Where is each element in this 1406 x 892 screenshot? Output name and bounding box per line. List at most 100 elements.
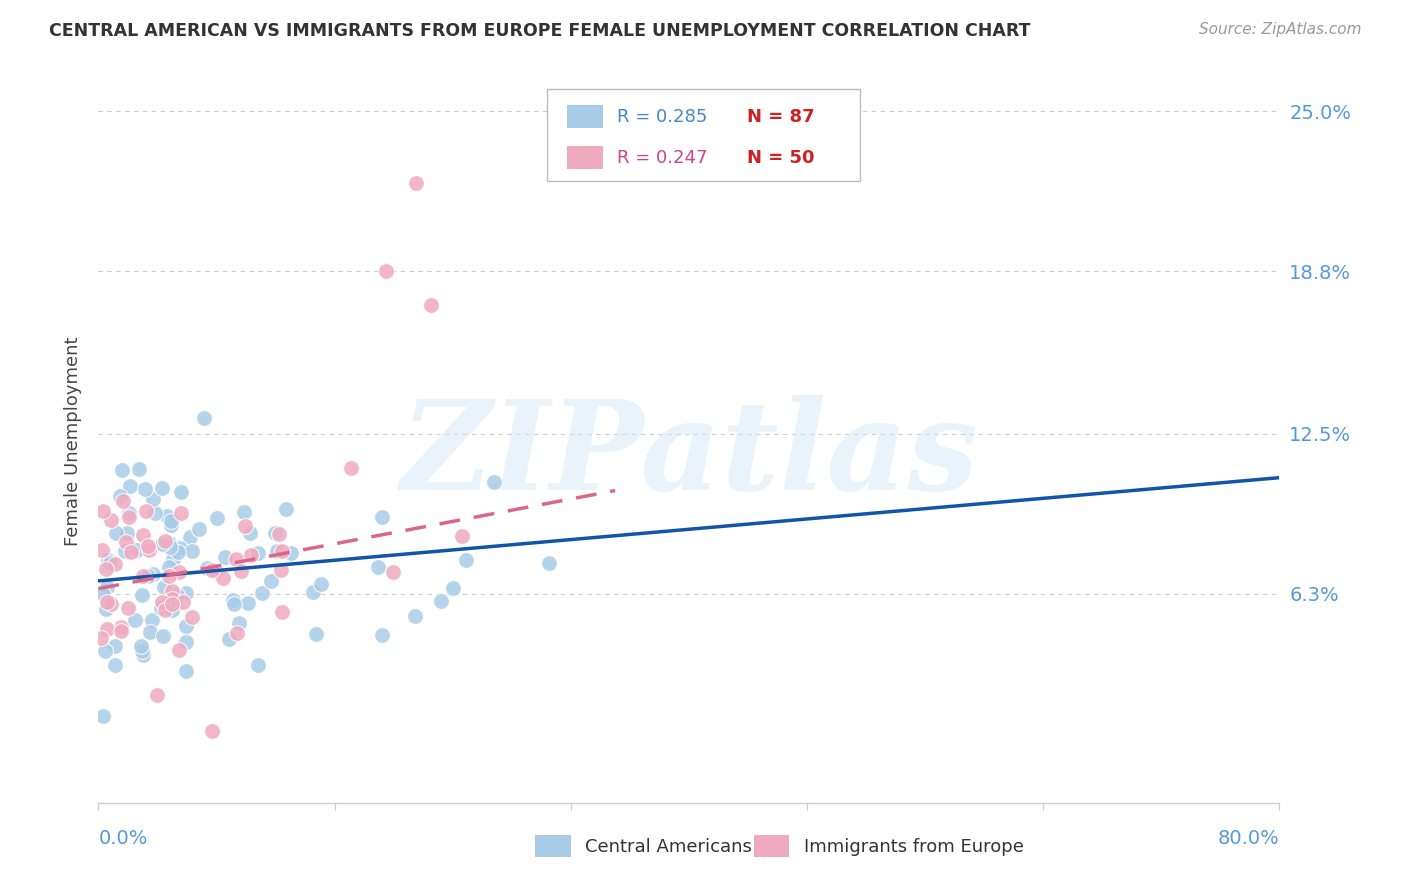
Point [104, 640, 127, 654]
Point [263, 525, 285, 540]
Point [91, 587, 114, 601]
Point [132, 568, 155, 582]
Point [174, 634, 197, 648]
Point [169, 541, 191, 555]
Point [430, 593, 453, 607]
Point [270, 563, 292, 577]
Point [160, 514, 183, 528]
Point [110, 624, 132, 638]
Text: R = 0.285: R = 0.285 [617, 108, 707, 126]
Point [367, 559, 389, 574]
Text: N = 87: N = 87 [747, 108, 814, 126]
Point [136, 569, 159, 583]
Point [100, 598, 122, 612]
Text: R = 0.247: R = 0.247 [617, 149, 707, 167]
Point [159, 535, 181, 549]
Point [270, 544, 292, 558]
Point [239, 526, 262, 541]
Point [162, 551, 184, 566]
Point [152, 629, 174, 643]
Point [91, 504, 114, 518]
Point [135, 503, 157, 517]
FancyBboxPatch shape [536, 835, 571, 857]
Point [260, 574, 283, 588]
Point [441, 581, 464, 595]
Point [252, 586, 274, 600]
Point [538, 556, 561, 570]
Point [174, 665, 197, 679]
Point [174, 619, 197, 633]
Point [90, 543, 112, 558]
FancyBboxPatch shape [567, 146, 603, 169]
FancyBboxPatch shape [754, 835, 789, 857]
Point [270, 605, 292, 619]
Point [96, 562, 118, 576]
Point [132, 648, 155, 662]
Point [94, 644, 117, 658]
Point [167, 643, 190, 657]
Point [150, 600, 173, 615]
Point [195, 561, 218, 575]
Point [167, 545, 190, 559]
Point [218, 632, 240, 646]
Point [179, 530, 201, 544]
Point [222, 597, 245, 611]
Point [134, 482, 156, 496]
Point [136, 539, 159, 553]
Point [233, 505, 256, 519]
Point [166, 589, 188, 603]
Point [96, 595, 118, 609]
Point [167, 565, 190, 579]
Point [222, 593, 245, 607]
Point [280, 546, 302, 560]
Point [484, 475, 506, 489]
Point [155, 508, 177, 523]
Point [405, 177, 427, 191]
Point [157, 560, 180, 574]
Point [90, 631, 112, 645]
Text: N = 50: N = 50 [747, 149, 814, 167]
Point [132, 527, 155, 541]
Point [276, 502, 298, 516]
Point [419, 298, 441, 312]
Point [153, 580, 176, 594]
Point [141, 613, 163, 627]
Point [247, 546, 270, 560]
Point [163, 592, 186, 607]
Point [108, 489, 131, 503]
Point [96, 622, 118, 636]
Point [153, 603, 176, 617]
Point [239, 548, 262, 562]
Point [269, 526, 291, 541]
Text: 80.0%: 80.0% [1218, 829, 1279, 847]
Point [114, 544, 136, 558]
Point [160, 603, 183, 617]
Text: Immigrants from Europe: Immigrants from Europe [803, 838, 1024, 855]
Point [340, 461, 363, 475]
Point [117, 510, 139, 524]
Point [305, 626, 328, 640]
Point [370, 509, 392, 524]
Point [120, 544, 142, 558]
Point [157, 568, 180, 582]
Point [131, 588, 153, 602]
Point [247, 657, 270, 672]
Point [128, 461, 150, 475]
Point [181, 610, 204, 624]
Point [142, 492, 165, 507]
Point [172, 595, 194, 609]
Point [174, 586, 197, 600]
Text: Source: ZipAtlas.com: Source: ZipAtlas.com [1198, 22, 1361, 37]
Point [181, 544, 204, 558]
Point [117, 601, 139, 615]
Point [150, 595, 173, 609]
Point [201, 723, 224, 738]
Point [115, 534, 138, 549]
Point [125, 543, 148, 558]
Point [118, 506, 141, 520]
Point [207, 511, 229, 525]
Point [382, 565, 405, 579]
Point [165, 597, 187, 611]
Point [91, 709, 114, 723]
Point [159, 540, 181, 554]
